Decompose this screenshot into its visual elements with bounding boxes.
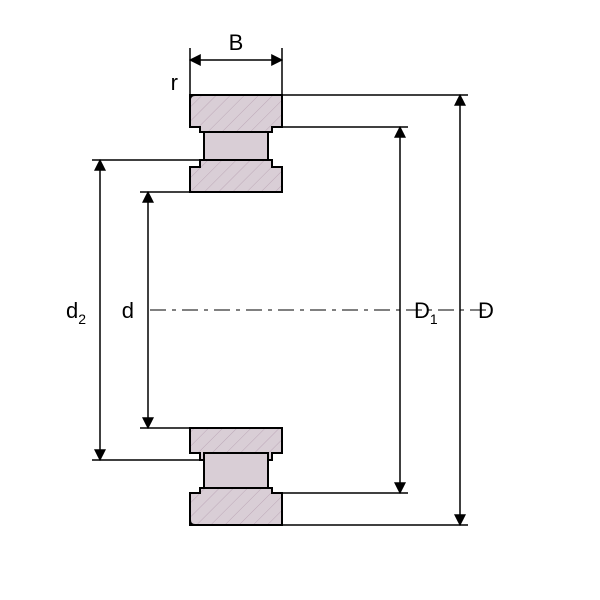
- label-d2: d2: [66, 298, 86, 327]
- lower-section: [190, 428, 282, 525]
- upper-section: [190, 95, 282, 192]
- bearing-cross-section-diagram: B r D D1 d d2: [0, 0, 600, 600]
- label-D: D: [478, 298, 494, 323]
- label-D1: D1: [414, 298, 438, 327]
- dimension-B: B: [190, 30, 282, 95]
- label-B: B: [229, 30, 244, 55]
- dimension-D1: D1: [282, 127, 438, 493]
- label-r: r: [171, 70, 178, 95]
- label-d: d: [122, 298, 134, 323]
